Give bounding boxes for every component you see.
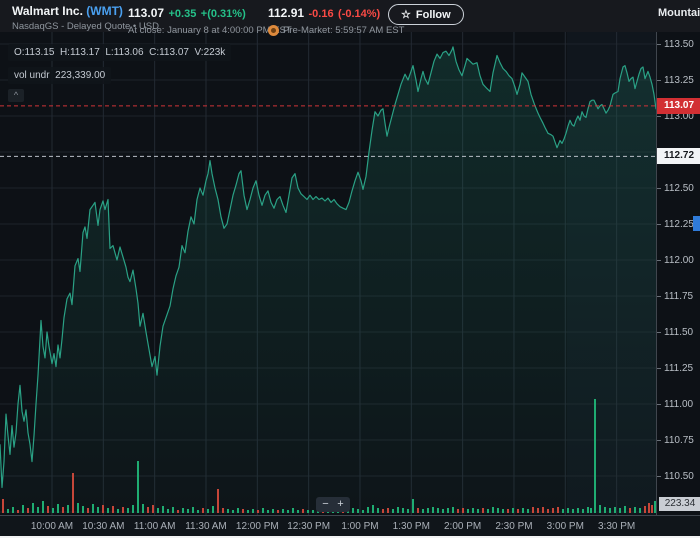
- follow-button-label: Follow: [415, 8, 451, 21]
- chart-plot-area[interactable]: [0, 32, 661, 515]
- page-title: Walmart Inc. (WMT): [12, 4, 159, 18]
- price-axis-tick: [657, 260, 661, 261]
- price-axis-label: 113.50: [664, 39, 694, 50]
- time-axis-label: 10:30 AM: [82, 521, 125, 532]
- bid-price-badge: [693, 216, 700, 231]
- price-axis[interactable]: 113.07 112.72 223.34 113.50 113.25 113.00 1…: [656, 32, 700, 515]
- price-axis-label: 112.50: [664, 183, 694, 194]
- zoom-in-button[interactable]: +: [333, 497, 348, 512]
- volume-axis-badge: 223.34: [659, 497, 700, 511]
- volume-legend: vol undr 223,339.00: [8, 67, 112, 84]
- time-axis-label: 1:30 PM: [392, 521, 430, 532]
- price-axis-label: 111.50: [664, 327, 694, 338]
- close-change: +0.35: [168, 8, 197, 20]
- premarket-price: 112.91: [268, 6, 305, 20]
- price-axis-label: 113.00: [664, 111, 694, 122]
- star-icon: ☆: [401, 9, 411, 21]
- price-axis-label: 112.00: [664, 255, 694, 266]
- price-axis-label: 111.00: [664, 399, 694, 410]
- company-name: Walmart Inc.: [12, 4, 83, 18]
- last-price-badge: 113.07: [657, 97, 700, 114]
- price-chart-canvas[interactable]: [0, 32, 661, 515]
- price-axis-label: 110.50: [664, 471, 694, 482]
- time-axis-label: 11:30 AM: [185, 521, 227, 532]
- price-axis-tick: [657, 224, 661, 225]
- ohlc-legend: O:113.15 H:113.17 L:113.06 C:113.07 V:22…: [8, 44, 232, 61]
- time-axis-label: 12:30 PM: [287, 521, 331, 532]
- price-axis-tick: [657, 80, 661, 81]
- price-axis-label: 111.75: [664, 291, 694, 302]
- price-axis-label: 112.25: [664, 219, 694, 230]
- follow-button[interactable]: ☆ Follow: [388, 4, 464, 25]
- close-price: 113.07: [128, 6, 165, 20]
- time-axis-label: 10:00 AM: [30, 521, 74, 532]
- price-axis-tick: [657, 116, 661, 117]
- price-axis-label: 113.25: [664, 75, 694, 86]
- zoom-control: − +: [316, 497, 350, 512]
- price-axis-tick: [657, 44, 661, 45]
- price-axis-tick: [657, 332, 661, 333]
- price-axis-tick: [657, 440, 661, 441]
- price-axis-tick: [657, 368, 661, 369]
- title-block: Walmart Inc. (WMT) NasdaqGS - Delayed Qu…: [12, 4, 159, 32]
- quote-header: Walmart Inc. (WMT) NasdaqGS - Delayed Qu…: [0, 0, 700, 36]
- close-change-pct: +(0.31%): [200, 8, 246, 20]
- pre-market-sun-icon: [268, 25, 279, 36]
- premarket-change: -0.16: [308, 8, 334, 20]
- exchange-subtitle: NasdaqGS - Delayed Quote • USD: [12, 21, 159, 32]
- time-axis-label: 3:30 PM: [598, 521, 636, 532]
- price-area-fill: [0, 46, 660, 514]
- price-axis-tick: [657, 296, 661, 297]
- price-axis-tick: [657, 188, 661, 189]
- time-axis-label: 11:00 AM: [133, 521, 176, 532]
- pre-market-block: 112.91 -0.16 (-0.14%) Pre-Market: 5:59:5…: [268, 4, 404, 36]
- price-axis-tick: [657, 476, 661, 477]
- at-close-label: At close: January 8 at 4:00:00 PM EST: [128, 25, 292, 36]
- price-line: [0, 46, 661, 489]
- ticker-symbol-link[interactable]: (WMT): [86, 4, 123, 18]
- price-axis-label: 110.75: [664, 435, 694, 446]
- premarket-label: Pre-Market: 5:59:57 AM EST: [283, 25, 405, 36]
- zoom-out-button[interactable]: −: [318, 497, 333, 512]
- at-close-block: 113.07 +0.35 +(0.31%) At close: January …: [128, 4, 292, 36]
- price-axis-tick: [657, 404, 661, 405]
- price-axis-label: 111.25: [664, 363, 694, 374]
- chart-type-selector[interactable]: Mountain: [658, 7, 700, 19]
- premarket-change-pct: (-0.14%): [338, 8, 381, 20]
- prev-close-badge: 112.72: [657, 148, 700, 165]
- time-axis-label: 2:30 PM: [495, 521, 533, 532]
- time-axis-label: 12:00 PM: [235, 521, 279, 532]
- time-axis-label: 1:00 PM: [341, 521, 379, 532]
- legend-collapse-caret[interactable]: ^: [8, 89, 24, 102]
- time-axis-label: 2:00 PM: [444, 521, 482, 532]
- time-axis[interactable]: 10:00 AM 10:30 AM 11:00 AM 11:30 AM 12:00 PM…: [0, 515, 700, 536]
- time-axis-label: 3:00 PM: [546, 521, 584, 532]
